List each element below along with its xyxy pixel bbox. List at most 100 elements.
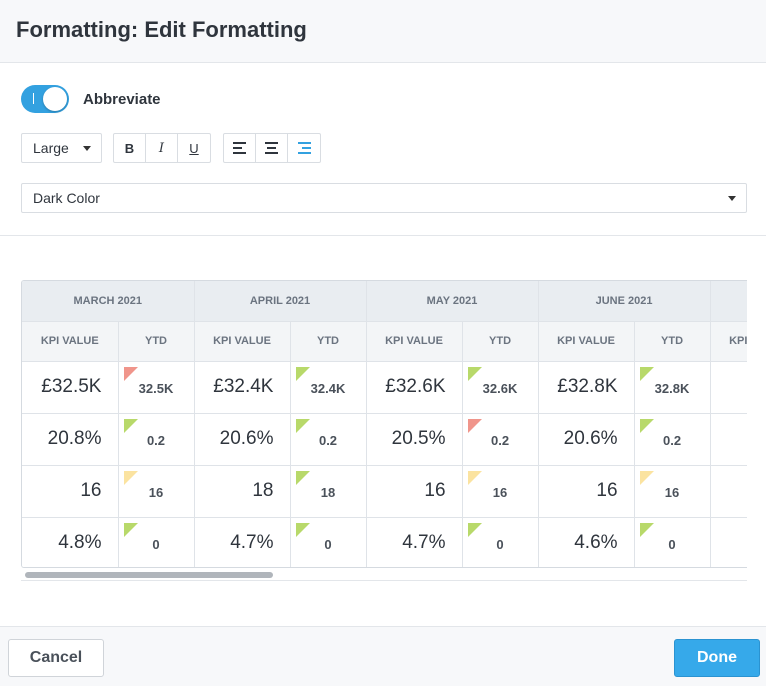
cancel-button[interactable]: Cancel [8,639,104,677]
status-flag-icon [123,470,138,485]
ytd-cell: 32.8K [634,361,711,414]
kpi-value-cell: 20.5% [366,413,463,466]
month-header-row: MARCH 2021 APRIL 2021 MAY 2021 JUNE 2021 [22,281,747,322]
kpi-value-cell [710,465,747,518]
bold-button[interactable]: B [114,134,146,162]
status-flag-icon [639,418,654,433]
align-left-icon [233,142,246,154]
kpi-value-header: KPI VALUE [22,321,119,362]
kpi-value-cell: 4.6% [538,517,635,567]
align-right-icon [297,142,311,154]
status-flag-icon [639,470,654,485]
abbreviate-toggle[interactable] [21,85,69,113]
kpi-value-cell: £32.8K [538,361,635,414]
ytd-cell: 16 [634,465,711,518]
status-flag-icon [639,522,654,537]
dialog-title: Formatting: Edit Formatting [16,17,307,42]
kpi-value-cell: 18 [194,465,291,518]
kpi-value-cell: 16 [538,465,635,518]
chevron-down-icon [728,196,736,201]
ytd-value: 32.4K [310,381,346,396]
done-button[interactable]: Done [674,639,760,677]
kpi-value-cell: 16 [366,465,463,518]
status-flag-icon [295,522,310,537]
ytd-header: YTD [118,321,195,362]
ytd-value: 0 [668,537,676,552]
kpi-value-header: KPI VALUE [194,321,291,362]
ytd-value: 0.2 [146,433,166,448]
ytd-cell: 16 [462,465,539,518]
ytd-value: 0.2 [318,433,338,448]
ytd-value: 0.2 [490,433,510,448]
text-style-group: B I U [113,133,211,163]
kpi-value-cell: 20 [710,413,747,466]
horizontal-scrollbar[interactable] [21,569,747,581]
font-size-value: Large [33,140,69,156]
status-flag-icon [467,522,482,537]
ytd-cell: 16 [118,465,195,518]
status-flag-icon [295,470,310,485]
month-header [710,281,747,322]
table-row: 20.8% 0.2 20.6% 0.2 20.5% 0.2 20.6% 0.2 20 [22,413,747,466]
ytd-cell: 0.2 [118,413,195,466]
kpi-value-cell: 20.6% [194,413,291,466]
ytd-value: 16 [148,485,164,500]
ytd-header: YTD [290,321,367,362]
ytd-value: 16 [664,485,680,500]
ytd-cell: 32.6K [462,361,539,414]
preview-table: MARCH 2021 APRIL 2021 MAY 2021 JUNE 2021… [22,281,747,567]
color-select[interactable]: Dark Color [21,183,747,213]
kpi-value-header: KPI VALUE [710,321,747,362]
column-header-row: KPI VALUE YTD KPI VALUE YTD KPI VALUE YT… [22,321,747,362]
status-flag-icon [295,366,310,381]
ytd-value: 32.8K [654,381,690,396]
ytd-value: 32.6K [482,381,518,396]
align-center-button[interactable] [256,134,288,162]
align-left-button[interactable] [224,134,256,162]
month-header: APRIL 2021 [194,281,367,322]
italic-button[interactable]: I [146,134,178,162]
kpi-value-cell: 4.7% [366,517,463,567]
kpi-value-cell [710,517,747,567]
ytd-cell: 32.5K [118,361,195,414]
kpi-value-cell: 16 [22,465,119,518]
ytd-cell: 0.2 [290,413,367,466]
kpi-value-header: KPI VALUE [538,321,635,362]
ytd-cell: 0 [290,517,367,567]
month-header: JUNE 2021 [538,281,711,322]
ytd-value: 0.2 [662,433,682,448]
preview-table-container: MARCH 2021 APRIL 2021 MAY 2021 JUNE 2021… [21,280,747,568]
ytd-header: YTD [462,321,539,362]
font-size-select[interactable]: Large [21,133,102,163]
dialog-header: Formatting: Edit Formatting [0,0,766,63]
align-right-button[interactable] [288,134,320,162]
ytd-value: 32.5K [138,381,174,396]
status-flag-icon [295,418,310,433]
month-header: MAY 2021 [366,281,539,322]
scrollbar-thumb[interactable] [25,572,273,578]
table-row: £32.5K 32.5K £32.4K 32.4K £32.6K 32.6K £32.8K 3… [22,361,747,414]
kpi-value-cell: 4.8% [22,517,119,567]
chevron-down-icon [83,146,91,151]
underline-button[interactable]: U [189,140,199,156]
ytd-value: 0 [324,537,332,552]
dialog-footer: Cancel Done [0,626,766,686]
kpi-value-cell: £32.6K [366,361,463,414]
status-flag-icon [123,418,138,433]
ytd-cell: 0 [634,517,711,567]
ytd-cell: 0.2 [634,413,711,466]
kpi-value-cell: 4.7% [194,517,291,567]
kpi-value-cell: 20.6% [538,413,635,466]
month-header: MARCH 2021 [22,281,195,322]
ytd-value: 18 [320,485,336,500]
table-row: 4.8% 0 4.7% 0 4.7% 0 4.6% 0 [22,517,747,567]
toggle-on-mark-icon [33,93,34,104]
ytd-cell: 0 [118,517,195,567]
color-select-value: Dark Color [33,190,100,206]
abbreviate-label: Abbreviate [83,90,161,108]
table-row: 16 16 18 18 16 16 16 16 [22,465,747,518]
status-flag-icon [123,522,138,537]
status-flag-icon [467,418,482,433]
ytd-value: 0 [496,537,504,552]
status-flag-icon [467,366,482,381]
